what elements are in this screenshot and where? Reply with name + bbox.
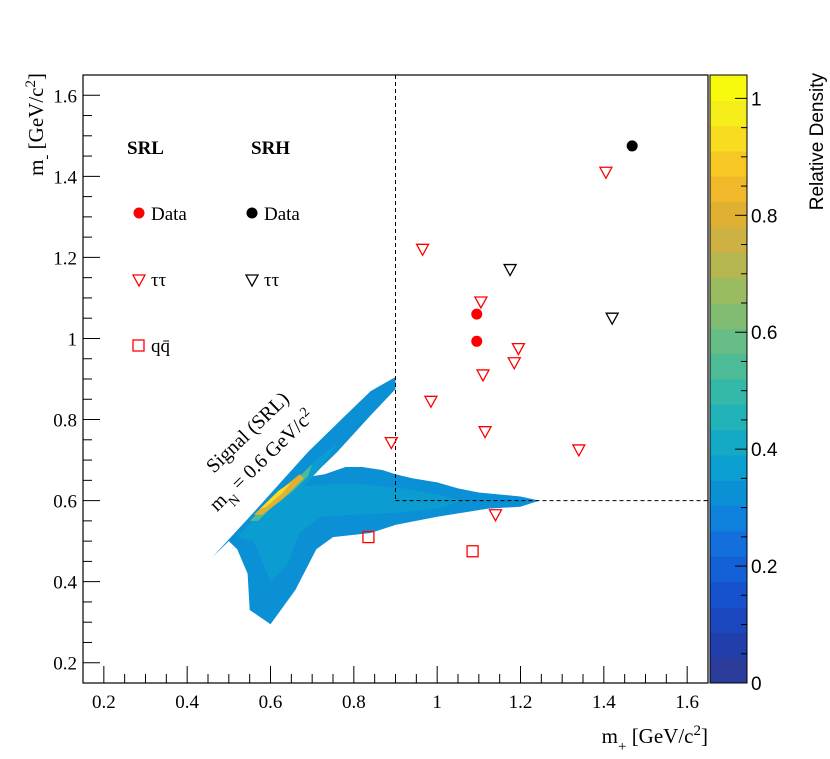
colorbar-swatch: [710, 657, 747, 684]
density-contour-peak: [260, 482, 292, 509]
region-boundary: [395, 75, 708, 502]
x-tick-label: 0.6: [259, 692, 283, 713]
srl-tautau-point: [598, 166, 614, 180]
legend: SRL SRH Data Data ττ ττ qq̄: [127, 138, 300, 357]
srl-tautau-point: [475, 369, 491, 383]
srl-qqbar-point: [466, 545, 479, 558]
srl-qqbar-point: [362, 530, 375, 544]
colorbar-swatch: [710, 480, 747, 507]
y-axis-title: m- [GeV/c2]: [23, 73, 55, 176]
density-contour-mid: [237, 443, 463, 582]
y-tick-label: 1.6: [53, 86, 77, 107]
legend-srl-qq-marker: [132, 339, 145, 352]
srh-tautau-point: [502, 263, 518, 277]
colorbar-frame: [709, 74, 748, 684]
srl-tautau-point: [488, 509, 503, 523]
colorbar-swatch: [710, 277, 747, 304]
srl-tautau-point: [477, 426, 493, 440]
srh-data-point: [626, 140, 638, 152]
axes: 0.2 0.4 0.6 0.8 1 1.2 1.4 1.6 0.2 0.4 0.6 0.8 1 1.2 1.…: [53, 74, 709, 713]
colorbar-swatch: [710, 125, 747, 152]
colorbar-swatch: [710, 581, 747, 608]
colorbar-swatch: [710, 227, 747, 253]
colorbar-swatch: [710, 505, 747, 532]
colorbar-tick-label: 1: [751, 89, 762, 110]
y-tick-label: 1.4: [53, 167, 77, 188]
x-tick-label: 0.2: [92, 692, 116, 713]
srl-tautau-point: [571, 444, 586, 458]
colorbar-swatch: [710, 404, 747, 431]
x-tick-label: 1.2: [509, 692, 533, 713]
colorbar-swatch: [710, 632, 747, 659]
y-tick-label: 1: [68, 329, 78, 350]
colorbar-swatch: [710, 556, 747, 583]
legend-srh-tautau-label: ττ: [264, 270, 280, 291]
x-tick-label: 1: [432, 692, 442, 713]
colorbar-swatch: [710, 531, 747, 557]
legend-srl-qq-label: qq̄: [151, 336, 171, 357]
colorbar-tick-label: 0.6: [751, 323, 777, 344]
colorbar-swatch: [710, 379, 747, 405]
srl-data-point: [471, 308, 483, 320]
colorbar-swatch: [710, 429, 747, 456]
y-tick-label: 0.6: [53, 492, 77, 513]
srh-tautau-point: [605, 312, 620, 326]
legend-srl-data-label: Data: [151, 204, 187, 225]
x-tick-label: 1.6: [675, 692, 699, 713]
colorbar-swatch: [710, 201, 747, 228]
srl-tautau-point: [384, 436, 399, 450]
colorbar-swatch: [710, 303, 747, 329]
colorbar-swatch: [710, 252, 747, 279]
y-tick-label: 0.4: [53, 573, 77, 594]
colorbar-swatch: [710, 151, 747, 177]
legend-srh-data-label: Data: [264, 204, 300, 225]
colorbar-tick-label: 0.8: [751, 206, 777, 227]
srl-tautau-point: [507, 357, 522, 371]
colorbar-swatch: [710, 455, 747, 481]
colorbar-tick-label: 0.4: [751, 440, 778, 461]
srl-tautau-point: [473, 296, 489, 310]
colorbar-title: Relative Density: [807, 73, 828, 211]
colorbar-swatch: [710, 176, 747, 203]
x-tick-label: 0.8: [342, 692, 366, 713]
y-tick-label: 0.8: [53, 411, 77, 432]
colorbar-swatch: [710, 100, 747, 127]
legend-srh-data-marker: [246, 207, 258, 219]
x-axis-title: m+ [GeV/c2]: [602, 723, 708, 755]
colorbar-swatch: [710, 607, 747, 633]
colorbar-swatch: [710, 75, 747, 101]
legend-srh-tautau-marker: [244, 274, 260, 288]
y-tick-label: 1.2: [53, 248, 77, 269]
x-tick-label: 0.4: [175, 692, 199, 713]
y-tick-label: 0.2: [53, 654, 77, 675]
colorbar-tick-label: 0: [751, 674, 762, 695]
legend-srl-header: SRL: [127, 138, 164, 159]
srl-tautau-point: [423, 395, 439, 409]
colorbar-swatch: [710, 353, 747, 380]
legend-srl-data-marker: [133, 207, 145, 219]
srl-tautau-point: [511, 342, 526, 356]
signal-density-contours: [212, 377, 540, 625]
legend-srl-tautau-marker: [131, 274, 147, 288]
srl-data-point: [471, 335, 483, 347]
x-tick-label: 1.4: [592, 692, 616, 713]
srl-tautau-point: [415, 243, 430, 257]
colorbar-tick-label: 0.2: [751, 557, 777, 578]
colorbar: 0 0.2 0.4 0.6 0.8 1: [709, 74, 778, 695]
data-points: [362, 140, 638, 558]
legend-srl-tautau-label: ττ: [151, 270, 167, 291]
legend-srh-header: SRH: [251, 138, 290, 159]
